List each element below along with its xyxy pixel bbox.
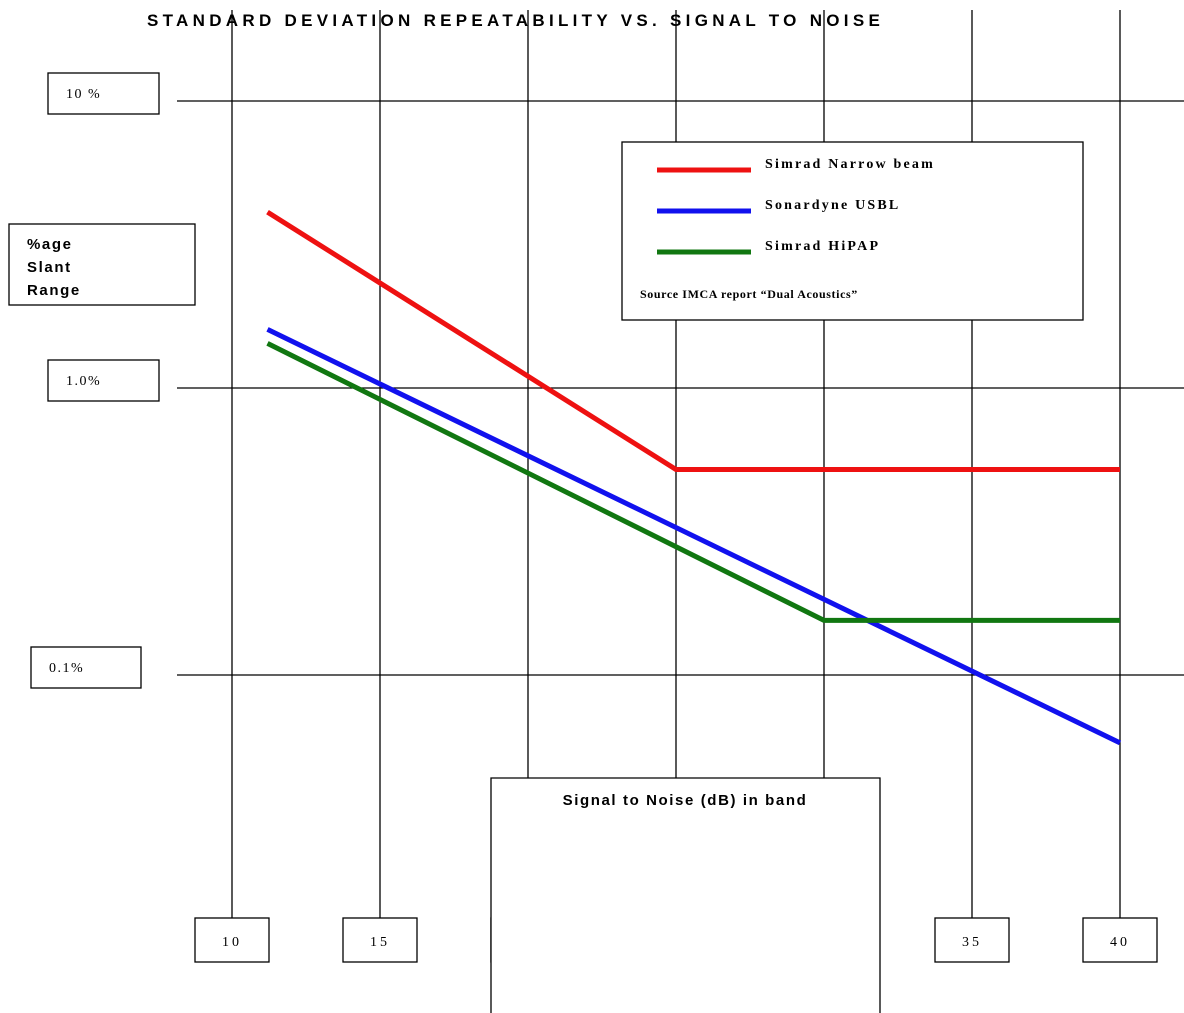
y-tick-2: 0.1% xyxy=(30,646,142,689)
legend-label: Sonardyne USBL xyxy=(765,198,900,213)
source-annotation: Source IMCA report “Dual Acoustics” xyxy=(640,287,858,301)
legend-item-simrad-narrow-beam: Simrad Narrow beam xyxy=(657,157,935,173)
series-lines xyxy=(266,209,1122,746)
x-axis-title-box: Signal to Noise (dB) in band xyxy=(490,777,881,1013)
legend-label: Simrad Narrow beam xyxy=(765,157,935,172)
x-tick-label-35: 35 xyxy=(962,935,982,950)
y-axis-title-box: %age Slant Range xyxy=(8,223,196,306)
x-tick-15: 15 xyxy=(342,917,418,963)
x-tick-label-15: 15 xyxy=(370,935,390,950)
legend: Simrad Narrow beam Sonardyne USBL Simrad H… xyxy=(621,141,1084,321)
y-tick-0: 10 % xyxy=(47,72,160,115)
legend-label: Simrad HiPAP xyxy=(765,239,880,254)
y-axis-title-line-2: Slant xyxy=(27,259,72,276)
series-line-simrad-hipap xyxy=(266,341,1120,623)
y-tick-label-0: 10 % xyxy=(66,87,101,102)
legend-item-simrad-hipap: Simrad HiPAP xyxy=(657,239,880,255)
x-axis-title: Signal to Noise (dB) in band xyxy=(563,792,808,809)
x-tick-40: 40 xyxy=(1082,917,1158,963)
x-tick-10: 10 xyxy=(194,917,270,963)
x-tick-35: 35 xyxy=(934,917,1010,963)
series-line-sonardyne-usbl xyxy=(266,327,1122,746)
chart-title: STANDARD DEVIATION REPEATABILITY VS. SIG… xyxy=(147,11,884,30)
y-axis-title-line-3: Range xyxy=(27,282,81,299)
series-line-simrad-narrow-beam xyxy=(266,209,1120,472)
y-tick-label-1: 1.0% xyxy=(66,374,101,389)
y-tick-labels: 10 % 1.0% 0.1% xyxy=(30,72,160,689)
y-axis-title-line-1: %age xyxy=(27,236,73,253)
x-tick-label-10: 10 xyxy=(222,935,242,950)
x-tick-label-40: 40 xyxy=(1110,935,1130,950)
y-tick-label-2: 0.1% xyxy=(49,661,84,676)
legend-item-sonardyne-usbl: Sonardyne USBL xyxy=(657,198,900,214)
y-tick-1: 1.0% xyxy=(47,359,160,402)
